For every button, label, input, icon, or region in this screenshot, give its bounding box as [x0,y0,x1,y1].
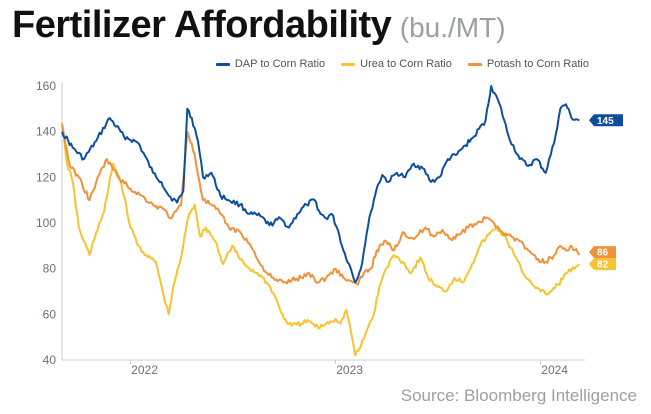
end-label-potash: 86 [597,248,609,259]
legend-swatch-potash [467,62,482,66]
y-tick-label: 140 [36,125,56,139]
legend-item-urea: Urea to Corn Ratio [341,58,452,70]
x-tick-label: 2022 [131,363,158,377]
series-line-dap [61,85,580,284]
y-tick-label: 100 [36,216,56,230]
y-tick-label: 160 [36,79,56,93]
legend-item-potash: Potash to Corn Ratio [467,58,589,70]
end-label-dap-tag [589,114,623,127]
y-tick-label: 40 [43,353,57,367]
y-tick-label: 60 [43,307,57,321]
legend-item-dap: DAP to Corn Ratio [215,58,326,70]
legend-swatch-dap [215,62,230,66]
legend-label-urea: Urea to Corn Ratio [360,58,452,70]
source-note: Source: Bloomberg Intelligence [400,386,637,405]
series-line-urea [61,122,581,357]
series-line-potash [61,124,581,286]
legend-swatch-urea [341,62,356,66]
chart-title: Fertilizer Affordability [12,4,392,46]
x-tick-label: 2024 [541,363,568,377]
chart-subtitle: (bu./MT) [399,12,506,43]
end-label-potash-tag [589,246,616,259]
legend-label-dap: DAP to Corn Ratio [234,58,326,70]
y-tick-label: 80 [43,262,57,276]
x-tick-label: 2023 [336,363,363,377]
y-tick-label: 120 [36,170,56,184]
end-label-dap: 145 [597,116,614,127]
chart-title-row: Fertilizer Affordability (bu./MT) [12,4,506,52]
end-label-urea-tag [589,258,616,271]
end-label-urea: 82 [597,260,609,271]
legend-label-potash: Potash to Corn Ratio [486,58,589,70]
chart-legend: DAP to Corn Ratio Urea to Corn Ratio Pot… [215,58,589,70]
